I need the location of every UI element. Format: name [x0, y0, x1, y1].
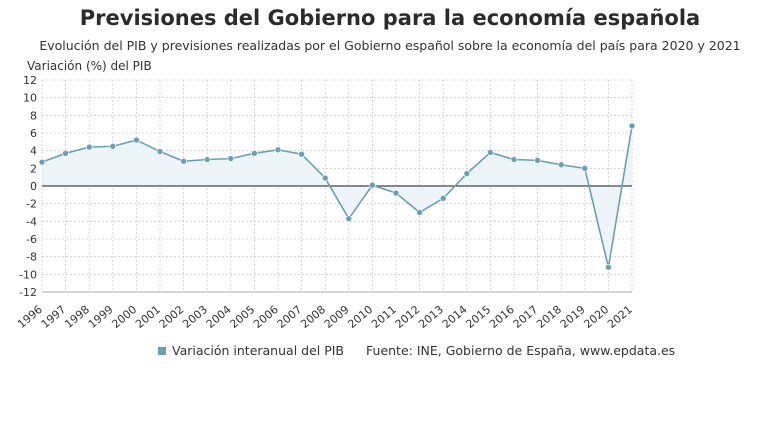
x-tick-label: 1997 — [39, 303, 69, 331]
y-tick-label: -10 — [19, 268, 37, 281]
data-point — [628, 122, 636, 130]
chart-subtitle: Evolución del PIB y previsiones realizad… — [39, 38, 741, 53]
x-tick-labels: 1996199719981999200020012002200320042005… — [15, 303, 635, 331]
x-tick-label: 2012 — [393, 303, 423, 331]
legend-swatch — [158, 346, 166, 355]
y-tick-label: -2 — [26, 198, 37, 211]
data-point — [156, 148, 164, 155]
series-polyline — [41, 125, 633, 268]
data-point — [38, 158, 46, 166]
area-fill — [42, 125, 632, 268]
x-tick-label: 2011 — [369, 303, 399, 331]
data-point — [463, 170, 471, 177]
area-path — [42, 125, 632, 268]
x-tick-label: 2019 — [558, 303, 588, 331]
y-axis-label: Variación (%) del PIB — [27, 59, 152, 73]
x-tick-label: 2008 — [298, 303, 328, 331]
data-point — [62, 150, 69, 157]
data-point — [510, 156, 518, 163]
data-point — [133, 136, 140, 144]
data-point — [109, 142, 117, 150]
x-tick-label: 2009 — [322, 303, 352, 331]
y-tick-label: -12 — [19, 286, 37, 299]
x-tick-label: 2005 — [227, 303, 257, 331]
data-point — [581, 165, 589, 172]
x-tick-label: 2017 — [511, 303, 541, 331]
y-tick-labels: 12 10 8 6 4 2 0 -2 -4 -6 -8 -10 -12 — [19, 74, 37, 299]
x-tick-label: 1999 — [86, 303, 116, 331]
data-point — [180, 157, 187, 165]
x-tick-label: 1998 — [62, 303, 92, 331]
x-tick-label: 2016 — [487, 303, 517, 331]
data-point — [345, 215, 353, 222]
x-tick-label: 2000 — [109, 303, 139, 331]
legend-series-label: Variación interanual del PIB — [172, 343, 345, 358]
data-point — [605, 263, 612, 271]
data-point — [85, 143, 93, 151]
data-point — [274, 146, 282, 154]
data-point — [369, 181, 376, 189]
y-tick-label: 12 — [23, 74, 37, 87]
series-line — [41, 125, 633, 268]
y-tick-label: 0 — [30, 180, 37, 193]
y-tick-label: 2 — [30, 162, 37, 175]
data-point — [298, 150, 305, 158]
y-tick-label: -6 — [26, 233, 37, 246]
data-point — [227, 155, 235, 162]
x-tick-label: 2006 — [251, 303, 281, 331]
x-tick-label: 2014 — [440, 303, 470, 331]
data-point — [251, 150, 258, 157]
chart-title: Previsiones del Gobierno para la economí… — [79, 6, 701, 30]
data-point — [203, 156, 211, 163]
data-point — [487, 149, 494, 156]
x-tick-label: 2001 — [133, 303, 163, 331]
data-point — [534, 157, 541, 164]
y-tick-label: -8 — [26, 251, 37, 264]
y-tick-label: 10 — [23, 92, 37, 105]
x-tick-label: 2020 — [581, 303, 611, 331]
data-point — [392, 189, 400, 197]
y-tick-label: -4 — [26, 215, 37, 228]
data-point — [439, 195, 447, 202]
x-tick-label: 2010 — [345, 303, 375, 331]
data-point — [557, 161, 565, 169]
data-point — [416, 209, 423, 216]
x-tick-label: 2007 — [275, 303, 305, 331]
x-tick-label: 2004 — [204, 303, 234, 331]
x-tick-label: 2003 — [180, 303, 210, 331]
y-tick-label: 4 — [30, 145, 37, 158]
data-points — [38, 122, 636, 271]
data-point — [321, 174, 329, 182]
x-tick-label: 2018 — [534, 303, 564, 331]
source-text: Fuente: INE, Gobierno de España, www.epd… — [366, 343, 676, 358]
legend: Variación interanual del PIB Fuente: INE… — [158, 343, 675, 358]
y-tick-label: 8 — [30, 109, 37, 122]
x-tick-label: 2015 — [463, 303, 493, 331]
y-tick-label: 6 — [30, 127, 37, 140]
x-tick-label: 1996 — [15, 303, 45, 331]
x-tick-label: 2013 — [416, 303, 446, 331]
x-tick-label: 2002 — [157, 303, 187, 331]
x-tick-label: 2021 — [605, 303, 635, 331]
